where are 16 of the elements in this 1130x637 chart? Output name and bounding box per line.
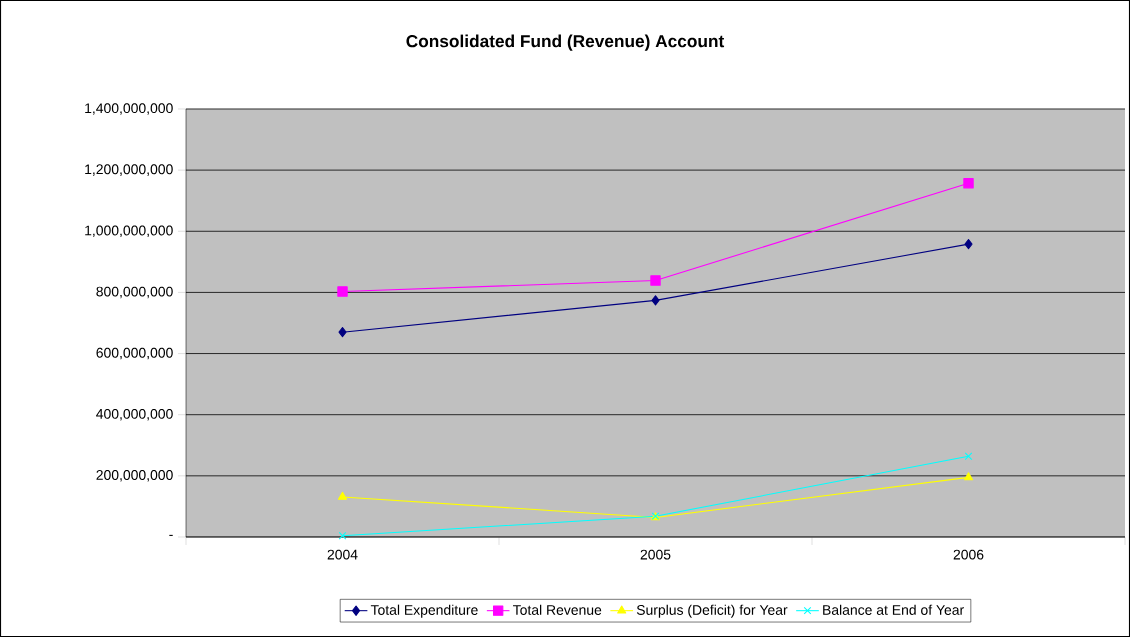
legend-label: Surplus (Deficit) for Year [636,604,788,618]
x-tick-label: 2004 [327,549,358,560]
y-tick-label: 1,200,000,000 [85,164,173,176]
chart-title: Consolidated Fund (Revenue) Account [406,34,725,51]
y-tick-label: 600,000,000 [96,347,173,360]
y-tick-label: 1,000,000,000 [85,225,173,238]
legend-label: Total Expenditure [370,604,478,618]
x-tick-label: 2005 [640,549,671,560]
y-tick-label: 400,000,000 [96,408,173,421]
legend-label: Total Revenue [513,604,602,615]
legend-label: Balance at End of Year [823,604,964,615]
y-tick-label: 800,000,000 [96,286,173,299]
y-tick-label: - [169,534,173,536]
x-tick-label: 2006 [953,549,984,560]
y-tick-label: 200,000,000 [96,470,173,482]
y-tick-label: 1,400,000,000 [85,103,173,115]
